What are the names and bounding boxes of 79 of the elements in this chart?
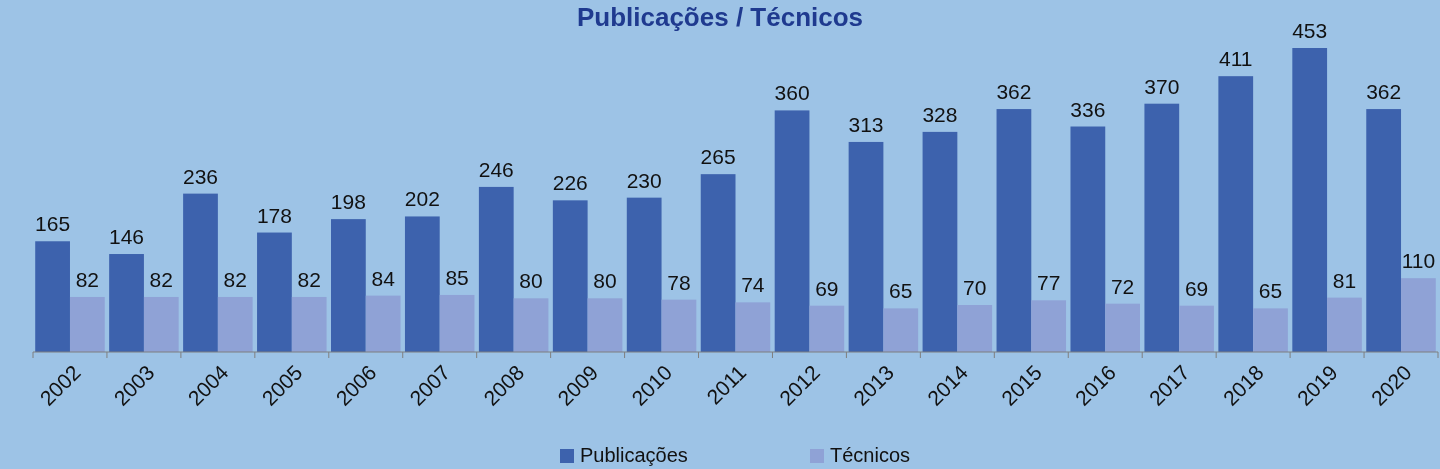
data-label: 82 [297,267,321,291]
bar [700,174,736,352]
bar [809,305,845,352]
data-label: 85 [445,265,469,289]
bar [217,296,253,352]
bar [552,200,588,352]
data-label: 72 [1110,274,1135,298]
bar [957,305,993,352]
data-label: 69 [1184,276,1209,300]
bar [1253,308,1288,352]
bar [1105,303,1140,352]
legend-label: Técnicos [830,444,911,467]
bar [587,298,623,352]
bar [1366,109,1402,352]
bar [774,110,810,352]
bar [143,296,179,352]
data-label: 80 [593,269,617,293]
data-label: 411 [1219,47,1253,71]
bar [291,296,327,352]
data-label: 236 [182,164,219,188]
data-label: 336 [1070,97,1106,121]
data-label: 362 [996,80,1032,104]
data-label: 265 [700,145,736,169]
bar [883,308,919,352]
data-label: 328 [922,102,958,126]
bar [331,219,366,352]
data-label: 70 [963,276,987,300]
data-label: 84 [371,266,396,290]
bar [109,254,144,352]
bar [735,302,771,352]
data-label: 65 [889,279,913,303]
data-label: 370 [1144,74,1180,98]
data-label: 202 [404,187,440,211]
data-label: 246 [478,157,514,181]
bar [1031,300,1067,352]
data-label: 230 [626,168,662,192]
data-label: 110 [1401,249,1436,273]
bar [35,241,70,352]
data-label: 362 [1366,80,1402,104]
data-label: 65 [1258,279,1283,303]
bar [404,216,440,352]
data-label: 69 [815,276,839,300]
bar [1327,297,1362,352]
bar [661,299,697,352]
legend-label: Publicações [580,444,688,467]
bar [439,294,475,352]
data-label: 453 [1292,19,1328,42]
bar [996,109,1032,352]
data-label: 81 [1332,268,1357,292]
bar [183,193,218,352]
bar [1292,48,1328,352]
data-label: 74 [741,273,765,297]
chart-title: Publicações / Técnicos [576,2,864,32]
bar [848,141,884,352]
data-label: 78 [667,270,691,294]
data-label: 77 [1036,271,1061,295]
bar [626,197,662,352]
data-label: 226 [552,171,588,195]
bar [1401,278,1436,352]
data-label: 198 [330,190,366,214]
data-label: 178 [256,203,292,227]
bar [365,295,401,352]
bar [1144,103,1180,352]
bar [922,131,958,352]
data-label: 82 [75,267,100,291]
bar [1070,126,1106,352]
bar [69,296,105,352]
bar [1179,305,1214,352]
data-label: 313 [848,112,884,136]
data-label: 146 [109,225,145,249]
data-label: 80 [519,269,543,293]
data-label: 82 [149,267,173,291]
bar [513,298,549,352]
bar [478,186,514,352]
bar [1218,76,1254,352]
data-label: 82 [223,267,247,291]
data-label: 165 [35,212,71,236]
bar [257,232,292,352]
data-label: 360 [774,81,810,105]
